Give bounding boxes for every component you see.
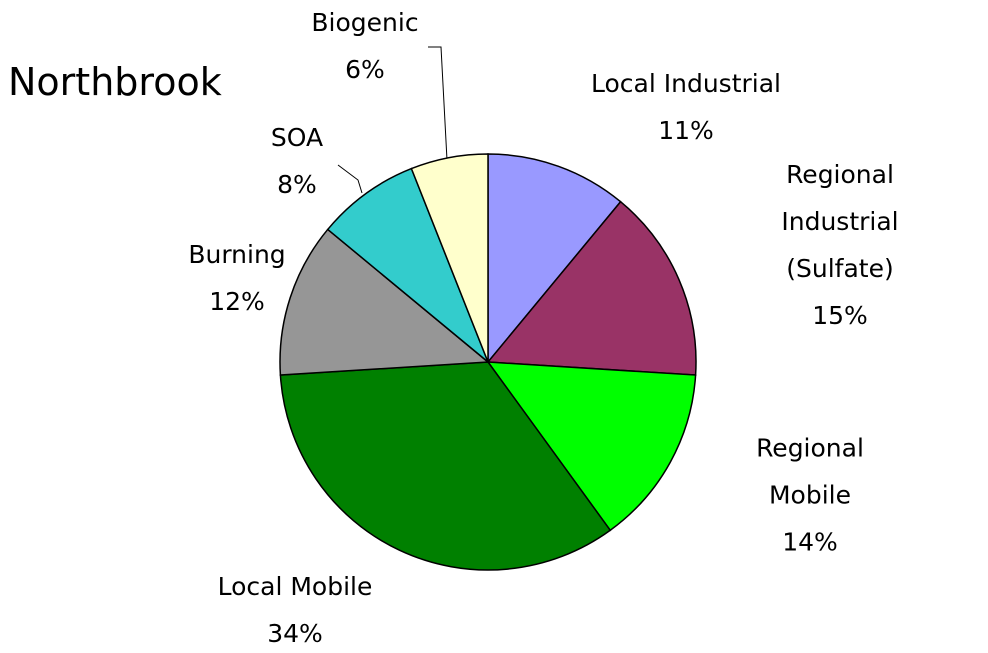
pie-slice [326,167,489,363]
value-label: 11% [658,116,714,145]
value-label: 14% [782,527,838,557]
value-label: 8% [277,170,317,199]
slice-label: Burning 12% [188,231,285,325]
value-label: 12% [209,287,265,316]
pie-slice [487,153,622,365]
category-label: Local Mobile [217,572,373,601]
pie-slice [279,228,490,376]
pie-slice [410,153,489,363]
leader-line [428,46,448,161]
leader-line [337,164,363,194]
pie-slice [486,200,697,376]
pie-slice [486,361,697,532]
value-label: 6% [345,55,385,84]
value-label: 15% [812,301,868,330]
slice-label: Regional Industrial (Sulfate) 15% [766,151,914,339]
slice-label: Local Industrial 11% [591,60,781,154]
slice-label: Biogenic 6% [311,0,418,93]
pie-slice [279,361,612,571]
chart-title: Northbrook [8,60,222,104]
category-label: Local Industrial [591,69,781,98]
slice-label: Local Mobile 34% [218,563,373,653]
category-label: SOA [270,123,324,152]
category-label: Regional Mobile [756,433,864,510]
category-label: Burning [188,240,286,269]
value-label: 34% [267,619,323,648]
category-label: Regional Industrial (Sulfate) [781,160,899,283]
category-label: Biogenic [311,8,419,37]
slice-label: Regional Mobile 14% [721,425,899,566]
slice-label: SOA 8% [271,114,323,208]
